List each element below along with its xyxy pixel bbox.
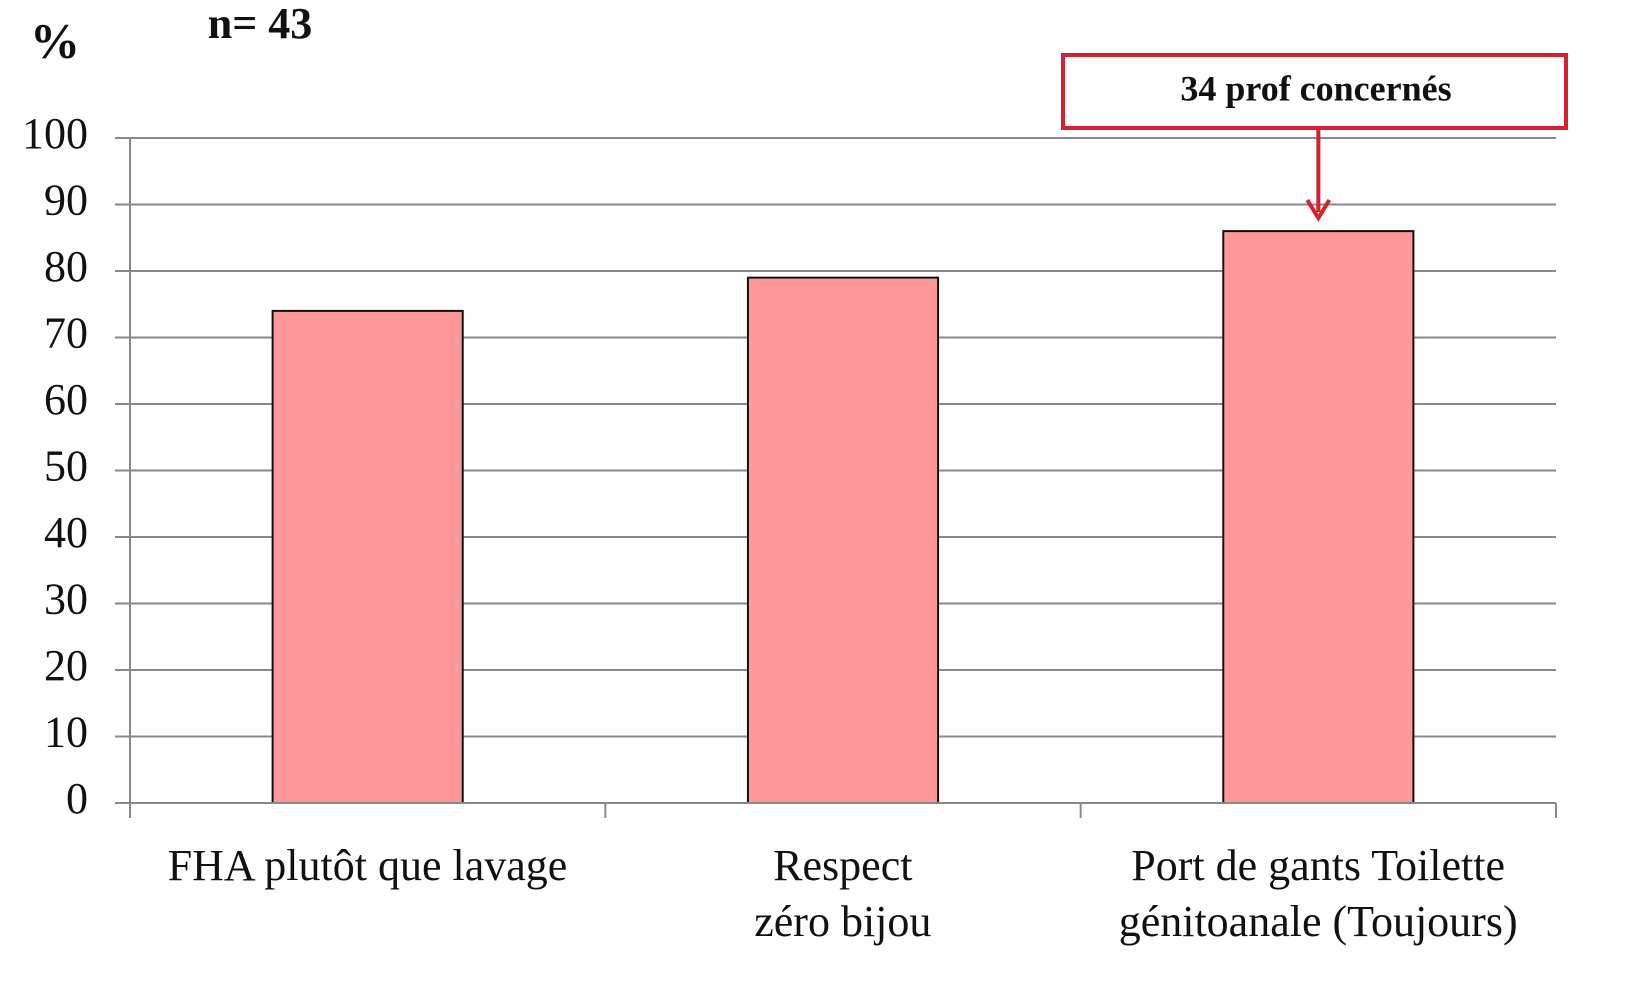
x-tick-label: FHA plutôt que lavage (167, 841, 568, 890)
y-axis-label: % (30, 12, 80, 68)
annotation: 34 prof concernés (1180, 68, 1451, 108)
y-tick-label: 100 (22, 109, 88, 158)
y-tick-label: 70 (44, 309, 88, 358)
y-tick-label: 50 (44, 442, 88, 491)
bar (271, 309, 464, 804)
bar (1222, 230, 1415, 805)
y-tick-label: 90 (44, 176, 88, 225)
annotation-box (1061, 53, 1568, 130)
x-tick-label: Respect zéro bijou (754, 841, 932, 946)
y-tick-label: 20 (44, 641, 88, 690)
y-tick-label: 0 (66, 774, 88, 823)
x-tick-label: Port de gants Toilette génitoanale (Touj… (1118, 841, 1518, 946)
y-tick-label: 40 (44, 508, 88, 557)
annotation-arrowhead (1305, 198, 1332, 222)
y-tick-label: 30 (44, 575, 88, 624)
y-tick-label: 80 (44, 242, 88, 291)
y-tick-label: 10 (44, 708, 88, 757)
subtitle: n= 43 (208, 0, 313, 48)
y-tick-label: 60 (44, 375, 88, 424)
bar (746, 276, 940, 804)
